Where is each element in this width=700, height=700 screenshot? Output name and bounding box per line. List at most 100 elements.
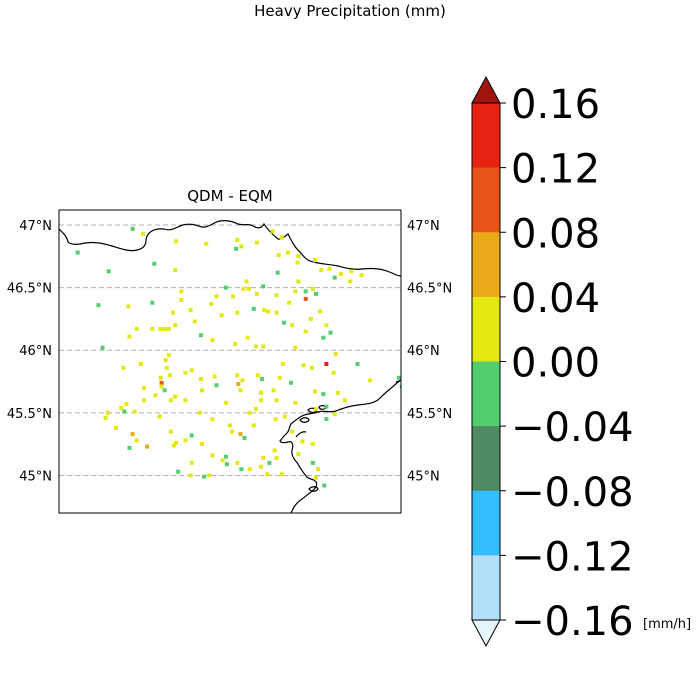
grid-cell [127, 334, 132, 339]
grid-cell [158, 326, 163, 331]
grid-cell [324, 362, 329, 366]
grid-cell [310, 286, 315, 291]
grid-cell [289, 380, 294, 385]
grid-cell [166, 326, 171, 331]
grid-cell [199, 333, 203, 338]
grid-cell [235, 373, 240, 378]
grid-cell [396, 375, 401, 380]
grid-cell [274, 310, 279, 315]
grid-cell [313, 389, 317, 394]
grid-cell [286, 250, 290, 255]
colorbar-segment [472, 296, 500, 362]
grid-cell [296, 452, 301, 457]
grid-cell [303, 289, 308, 294]
national-border [59, 220, 401, 277]
grid-cell [236, 382, 241, 386]
grid-cell [192, 319, 197, 324]
grid-cell [159, 380, 164, 385]
grid-cell [267, 460, 272, 465]
grid-cell [238, 388, 243, 393]
grid-cell [287, 300, 292, 305]
grid-cell [172, 443, 176, 448]
grid-cell [173, 394, 178, 399]
grid-cell [150, 300, 155, 305]
grid-cell [176, 469, 181, 474]
grid-cell [303, 329, 308, 334]
lagoon-outline [308, 486, 319, 492]
grid-cell [231, 294, 236, 299]
colorbar-tick-label: 0.16 [511, 82, 600, 128]
grid-cell [303, 296, 308, 301]
grid-cell [253, 407, 258, 412]
grid-cell [188, 308, 193, 313]
grid-cell [290, 323, 295, 328]
grid-cell [293, 400, 298, 405]
colorbar-segment [472, 167, 500, 233]
grid-cell [313, 258, 317, 263]
grid-cell [183, 438, 188, 443]
grid-cell [314, 407, 318, 412]
grid-cell [274, 293, 279, 298]
grid-cell [308, 316, 313, 321]
map-title: QDM - EQM [187, 187, 273, 205]
grid-cell [296, 254, 301, 259]
grid-cell [261, 284, 266, 289]
grid-cell [130, 432, 135, 437]
grid-cell [327, 266, 332, 271]
colorbar-under-extension [471, 619, 501, 648]
grid-cell [122, 409, 127, 414]
lat-tick-label-right: 45°N [407, 469, 440, 484]
colorbar-segment [472, 426, 500, 492]
grid-cell [251, 423, 256, 428]
grid-cell [259, 398, 264, 403]
grid-cell [103, 415, 108, 420]
grid-cell [121, 365, 126, 370]
grid-cell [282, 414, 287, 419]
grid-cell [259, 464, 264, 469]
coastline-segment [295, 431, 307, 438]
grid-cell [241, 286, 246, 291]
grid-cell [168, 398, 173, 403]
grid-cell [114, 425, 118, 430]
grid-cell [214, 383, 219, 388]
grid-cell [96, 303, 101, 308]
grid-cell [271, 388, 276, 393]
grid-cell [319, 268, 324, 273]
grid-cell [355, 362, 360, 366]
grid-cell [259, 390, 264, 395]
grid-cell [130, 226, 135, 231]
grid-cell [290, 429, 295, 434]
grid-cell [254, 291, 259, 296]
map-background [59, 210, 401, 513]
grid-cell [277, 375, 282, 380]
lat-tick-label-right: 45.5°N [407, 407, 452, 422]
grid-cell [200, 442, 204, 447]
grid-cell [152, 261, 157, 266]
grid-cell [280, 362, 285, 366]
grid-cell [281, 320, 286, 325]
grid-cell [189, 460, 194, 465]
grid-cell [126, 304, 131, 309]
colorbar-segment [472, 232, 500, 298]
grid-cell [220, 458, 225, 463]
grid-cell [75, 250, 80, 255]
grid-cell [173, 268, 178, 273]
lat-tick-label-right: 47°N [407, 219, 440, 234]
grid-cell [367, 378, 372, 383]
grid-cell [239, 467, 244, 472]
grid-cell [179, 289, 184, 294]
grid-cell [134, 438, 139, 443]
grid-cell [159, 384, 164, 389]
grid-cell [145, 444, 150, 449]
grid-cell [279, 472, 284, 477]
grid-cell [314, 475, 318, 480]
grid-cell [163, 358, 168, 363]
grid-cell [321, 335, 326, 340]
grid-cell [127, 445, 132, 450]
lat-tick-label-left: 46°N [19, 344, 52, 359]
grid-cell [260, 377, 265, 381]
grid-cell [324, 404, 329, 409]
colorbar-tick-label: 0.12 [511, 147, 600, 193]
grid-cell [254, 240, 259, 245]
grid-cell [310, 460, 315, 465]
